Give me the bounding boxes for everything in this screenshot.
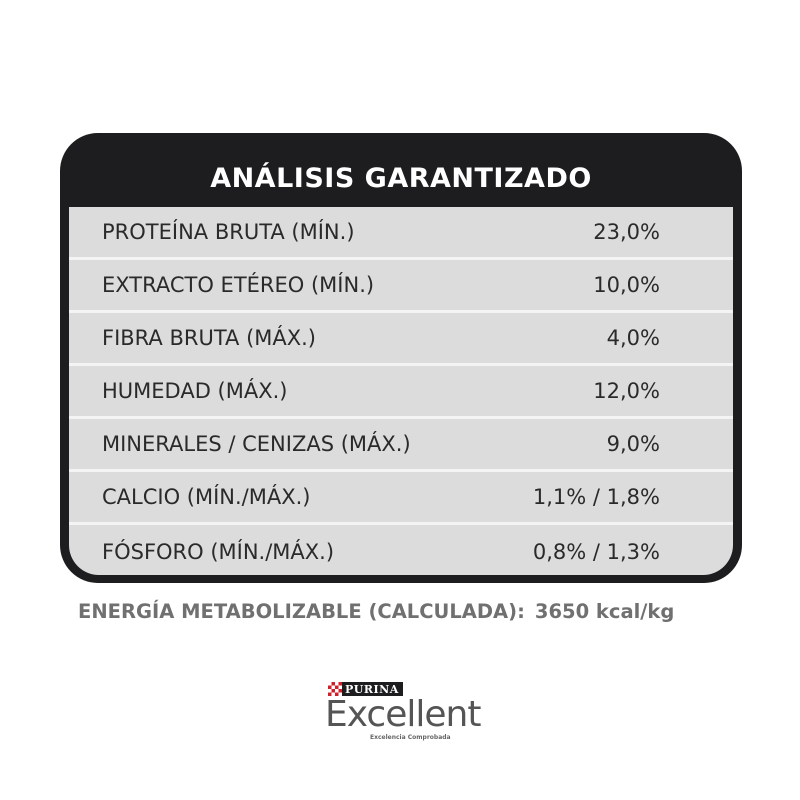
table-row: HUMEDAD (MÁX.) 12,0% — [69, 366, 733, 419]
row-label: FIBRA BRUTA (MÁX.) — [102, 326, 316, 350]
table-row: MINERALES / CENIZAS (MÁX.) 9,0% — [69, 419, 733, 472]
table-title: ANÁLISIS GARANTIZADO — [210, 163, 592, 194]
table-body: PROTEÍNA BRUTA (MÍN.) 23,0% EXTRACTO ETÉRE… — [69, 207, 733, 575]
row-value: 23,0% — [593, 220, 660, 244]
table-row: FIBRA BRUTA (MÁX.) 4,0% — [69, 313, 733, 366]
row-label: HUMEDAD (MÁX.) — [102, 379, 288, 403]
brand-tagline: Excelencia Comprobada — [370, 734, 451, 741]
guaranteed-analysis-table: ANÁLISIS GARANTIZADO PROTEÍNA BRUTA (MÍN… — [60, 133, 742, 583]
row-label: PROTEÍNA BRUTA (MÍN.) — [102, 220, 355, 244]
row-value: 4,0% — [606, 326, 660, 350]
purina-logo: PURINA — [328, 682, 403, 696]
table-row: PROTEÍNA BRUTA (MÍN.) 23,0% — [69, 207, 733, 260]
purina-text: PURINA — [345, 682, 399, 696]
row-label: CALCIO (MÍN./MÁX.) — [102, 485, 311, 509]
energy-value: 3650 kcal/kg — [534, 600, 675, 623]
brand-name: Excellent — [325, 694, 481, 735]
row-value: 12,0% — [593, 379, 660, 403]
checkerboard-icon — [328, 682, 342, 696]
metabolizable-energy: ENERGÍA METABOLIZABLE (CALCULADA): 3650 k… — [78, 600, 674, 623]
table-row: FÓSFORO (MÍN./MÁX.) 0,8% / 1,3% — [69, 525, 733, 575]
table-row: EXTRACTO ETÉREO (MÍN.) 10,0% — [69, 260, 733, 313]
row-value: 10,0% — [593, 273, 660, 297]
row-value: 9,0% — [606, 432, 660, 456]
row-label: MINERALES / CENIZAS (MÁX.) — [102, 432, 411, 456]
row-label: FÓSFORO (MÍN./MÁX.) — [102, 539, 335, 564]
row-label: EXTRACTO ETÉREO (MÍN.) — [102, 273, 375, 297]
table-row: CALCIO (MÍN./MÁX.) 1,1% / 1,8% — [69, 472, 733, 525]
energy-label: ENERGÍA METABOLIZABLE (CALCULADA): — [78, 600, 525, 623]
row-value: 0,8% / 1,3% — [532, 539, 660, 564]
row-value: 1,1% / 1,8% — [532, 485, 660, 509]
purina-excellent-logo: PURINA Excellent Excelencia Comprobada — [325, 680, 490, 745]
